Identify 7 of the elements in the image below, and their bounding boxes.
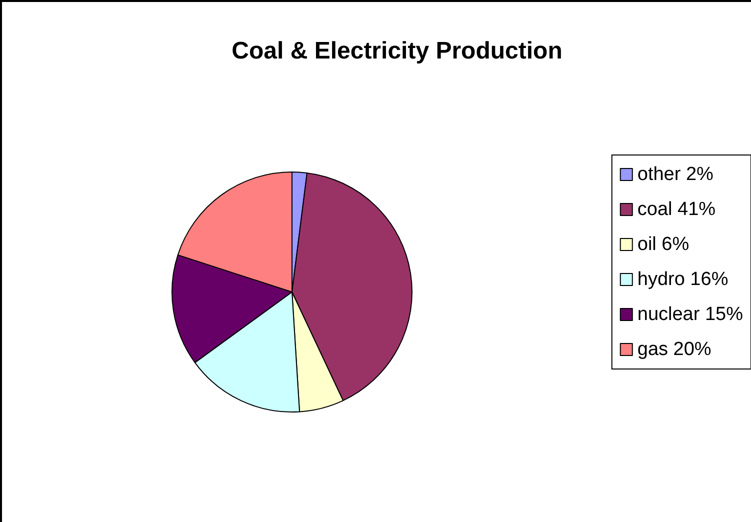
legend-label: hydro 16% (637, 269, 728, 290)
chart-title: Coal & Electricity Production (232, 38, 562, 64)
legend-label: other 2% (637, 164, 714, 185)
legend-label: oil 6% (637, 234, 690, 255)
legend-label: nuclear 15% (637, 304, 744, 325)
legend-label: coal 41% (637, 199, 716, 220)
legend-label: gas 20% (637, 339, 712, 360)
